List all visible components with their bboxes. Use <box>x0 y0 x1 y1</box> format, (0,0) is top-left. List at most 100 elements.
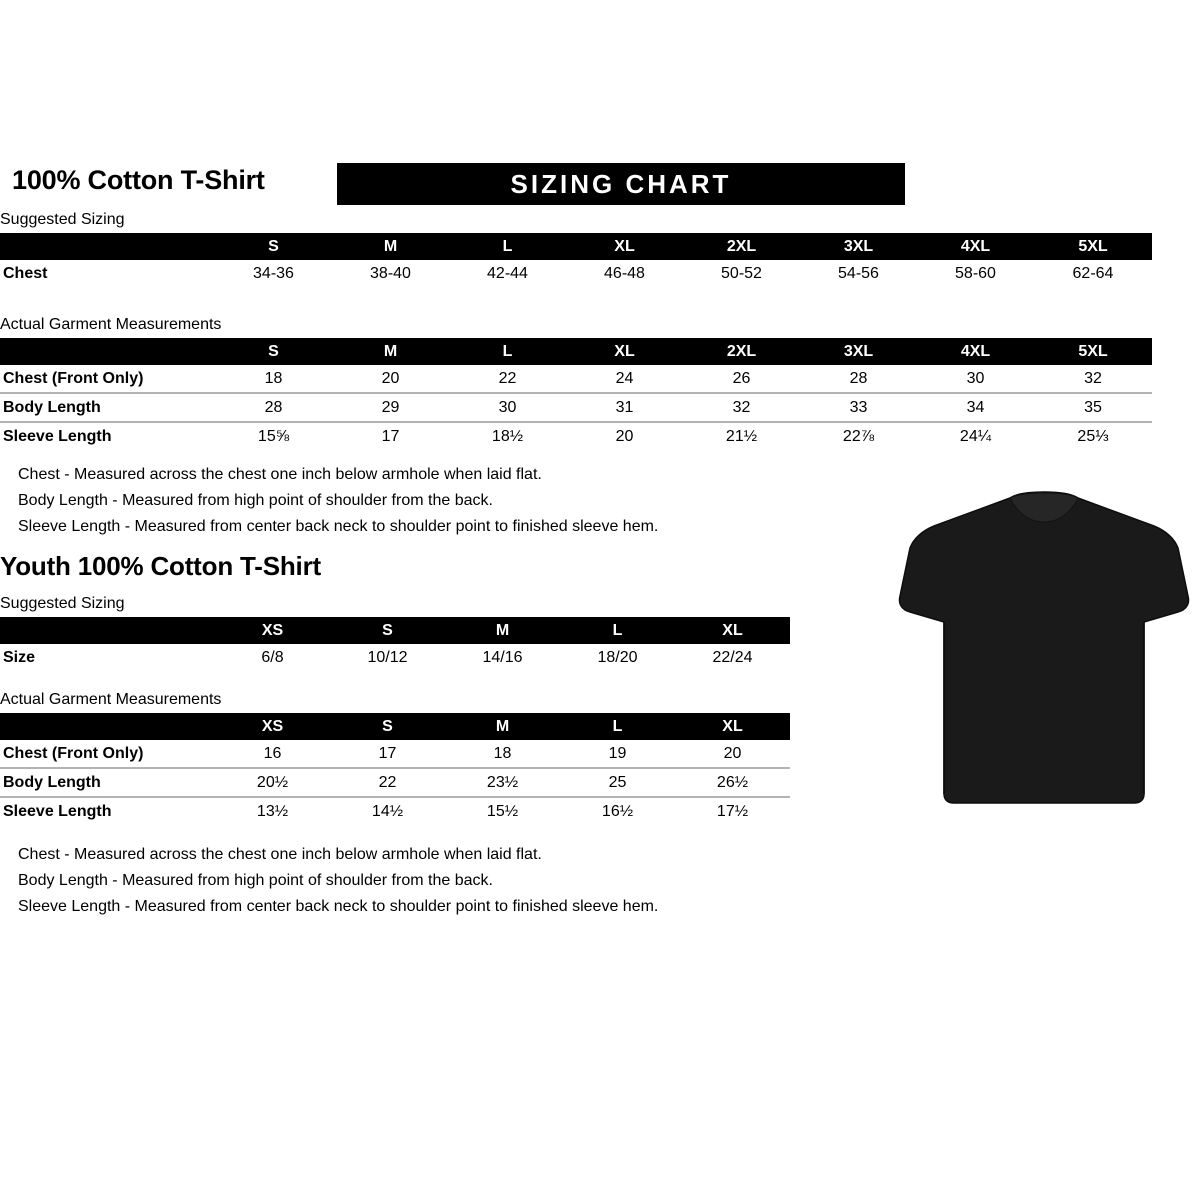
cell-body-length-4xl: 34 <box>917 393 1034 423</box>
column-header-l: L <box>612 622 623 639</box>
table-row: Chest (Front Only) 18 20 22 24 26 28 30 … <box>0 365 1152 394</box>
column-header-2xl: 2XL <box>726 238 757 255</box>
column-header-4xl: 4XL <box>960 343 991 360</box>
note-sleeve-length: Sleeve Length - Measured from center bac… <box>18 898 659 915</box>
column-header-xl: XL <box>614 238 635 255</box>
column-header-s: S <box>382 622 393 639</box>
row-label-body-length: Body Length <box>0 393 215 423</box>
column-header-3xl: 3XL <box>843 238 874 255</box>
cell-sleeve-length-m: 15½ <box>486 803 519 820</box>
column-header-xl: XL <box>722 622 743 639</box>
note-body-length: Body Length - Measured from high point o… <box>18 872 493 889</box>
cell-sleeve-length-m: 17 <box>381 428 400 445</box>
cell-sleeve-length-4xl: 24¼ <box>959 428 992 445</box>
note-sleeve-length: Sleeve Length - Measured from center bac… <box>18 518 659 535</box>
table-row: Size 6/8 10/12 14/16 18/20 22/24 <box>0 644 790 671</box>
cell-body-length-2xl: 32 <box>683 393 800 423</box>
cell-sleeve-length-xl: 20 <box>615 428 634 445</box>
youth-actual-measurements-table: XS S M L XL Chest (Front Only) 16 17 18 … <box>0 713 790 825</box>
cell-chest-3xl: 54-56 <box>838 265 879 282</box>
cell-chest-m: 38-40 <box>370 265 411 282</box>
tshirt-product-image <box>898 488 1190 806</box>
column-header-m: M <box>495 718 510 735</box>
table-header-row: XS S M L XL <box>0 713 790 740</box>
column-header-xl: XL <box>722 718 743 735</box>
adult-measurement-notes: Chest - Measured across the chest one in… <box>18 462 658 540</box>
cell-sleeve-length-l: 16½ <box>601 803 634 820</box>
adult-actual-measurements-table: S M L XL 2XL 3XL 4XL 5XL Chest (Front On… <box>0 338 1152 450</box>
table-row: Sleeve Length 15⅝ 17 18½ 20 21½ 22⅞ 24¼ … <box>0 422 1152 450</box>
sizing-chart-banner-label: SIZING CHART <box>510 169 732 199</box>
column-header-3xl: 3XL <box>843 343 874 360</box>
cell-sleeve-length-l: 18½ <box>491 428 524 445</box>
cell-chest-s: 18 <box>215 365 332 394</box>
column-header-label <box>0 713 215 740</box>
table-row: Body Length 28 29 30 31 32 33 34 35 <box>0 393 1152 423</box>
column-header-xl: XL <box>614 343 635 360</box>
cell-size-xs: 6/8 <box>261 649 284 666</box>
cell-chest-l: 19 <box>560 740 675 769</box>
column-header-m: M <box>383 343 398 360</box>
table-header-row: XS S M L XL <box>0 617 790 644</box>
table-row: Chest 34-36 38-40 42-44 46-48 50-52 54-5… <box>0 260 1152 287</box>
tshirt-illustration <box>898 491 1190 804</box>
adult-suggested-sizing-label: Suggested Sizing <box>0 211 125 228</box>
document-header: 100% Cotton T-Shirt SIZING CHART <box>12 163 1188 209</box>
row-label-chest-front-only: Chest (Front Only) <box>0 365 215 394</box>
cell-chest-3xl: 28 <box>800 365 917 394</box>
cell-body-length-xl: 31 <box>566 393 683 423</box>
cell-size-l: 18/20 <box>597 649 638 666</box>
cell-body-length-xs: 20½ <box>215 768 330 798</box>
column-header-5xl: 5XL <box>1078 238 1108 255</box>
cell-chest-5xl: 32 <box>1034 365 1152 394</box>
row-label-body-length: Body Length <box>0 768 215 798</box>
cell-body-length-l: 25 <box>560 768 675 798</box>
cell-chest-4xl: 58-60 <box>955 265 996 282</box>
note-body-length: Body Length - Measured from high point o… <box>18 492 493 509</box>
cell-chest-s: 17 <box>330 740 445 769</box>
cell-sleeve-length-5xl: 25⅓ <box>1077 428 1109 445</box>
table-row: Sleeve Length 13½ 14½ 15½ 16½ 17½ <box>0 797 790 825</box>
cell-chest-s: 34-36 <box>253 265 294 282</box>
column-header-m: M <box>495 622 510 639</box>
column-header-xs: XS <box>261 622 284 639</box>
note-chest: Chest - Measured across the chest one in… <box>18 466 542 483</box>
row-label-sleeve-length: Sleeve Length <box>3 803 112 820</box>
youth-suggested-sizing-label: Suggested Sizing <box>0 595 125 612</box>
cell-chest-4xl: 30 <box>917 365 1034 394</box>
page-title: 100% Cotton T-Shirt <box>12 165 265 195</box>
cell-chest-5xl: 62-64 <box>1072 265 1114 282</box>
column-header-l: L <box>502 238 513 255</box>
cell-size-s: 10/12 <box>367 649 408 666</box>
table-row: Body Length 20½ 22 23½ 25 26½ <box>0 768 790 798</box>
cell-body-length-5xl: 35 <box>1034 393 1152 423</box>
youth-section-title: Youth 100% Cotton T-Shirt <box>0 551 321 581</box>
cell-body-length-s: 28 <box>215 393 332 423</box>
cell-body-length-m: 29 <box>332 393 449 423</box>
note-chest: Chest - Measured across the chest one in… <box>18 846 542 863</box>
cell-body-length-xl: 26½ <box>675 768 790 798</box>
cell-chest-l: 42-44 <box>487 265 528 282</box>
youth-suggested-sizing-table: XS S M L XL Size 6/8 10/12 14/16 18/20 2… <box>0 617 790 671</box>
cell-chest-m: 20 <box>332 365 449 394</box>
column-header-m: M <box>383 238 398 255</box>
cell-chest-m: 18 <box>445 740 560 769</box>
cell-sleeve-length-s: 14½ <box>371 803 404 820</box>
youth-measurement-notes: Chest - Measured across the chest one in… <box>18 842 658 920</box>
table-header-row: S M L XL 2XL 3XL 4XL 5XL <box>0 233 1152 260</box>
column-header-5xl: 5XL <box>1078 343 1108 360</box>
column-header-label <box>0 233 215 260</box>
column-header-2xl: 2XL <box>726 343 757 360</box>
cell-chest-xl: 24 <box>566 365 683 394</box>
column-header-label <box>0 617 215 644</box>
column-header-label <box>0 338 215 365</box>
column-header-s: S <box>382 718 393 735</box>
column-header-s: S <box>268 238 279 255</box>
column-header-xs: XS <box>261 718 284 735</box>
adult-actual-measurements-label: Actual Garment Measurements <box>0 316 222 333</box>
youth-actual-measurements-label: Actual Garment Measurements <box>0 691 222 708</box>
table-row: Chest (Front Only) 16 17 18 19 20 <box>0 740 790 769</box>
row-label-sleeve-length: Sleeve Length <box>3 428 112 445</box>
cell-sleeve-length-xl: 17½ <box>716 803 749 820</box>
